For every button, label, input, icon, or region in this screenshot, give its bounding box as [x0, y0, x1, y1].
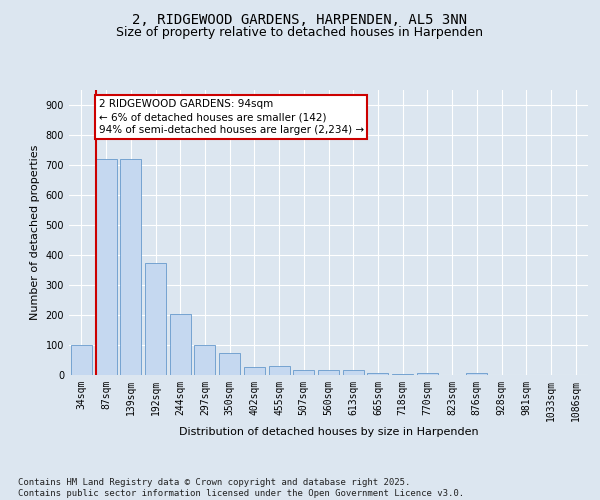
Bar — [194, 345, 215, 375]
Bar — [219, 354, 240, 375]
Bar — [318, 370, 339, 375]
Bar — [71, 345, 92, 375]
Text: Size of property relative to detached houses in Harpenden: Size of property relative to detached ho… — [116, 26, 484, 39]
Text: 2, RIDGEWOOD GARDENS, HARPENDEN, AL5 3NN: 2, RIDGEWOOD GARDENS, HARPENDEN, AL5 3NN — [133, 12, 467, 26]
Bar — [293, 370, 314, 375]
Bar — [392, 374, 413, 375]
Y-axis label: Number of detached properties: Number of detached properties — [30, 145, 40, 320]
Bar — [466, 372, 487, 375]
Bar — [417, 372, 438, 375]
Bar — [170, 314, 191, 375]
Bar — [145, 262, 166, 375]
Bar — [367, 372, 388, 375]
Bar — [343, 370, 364, 375]
Bar — [120, 159, 141, 375]
Text: Contains HM Land Registry data © Crown copyright and database right 2025.
Contai: Contains HM Land Registry data © Crown c… — [18, 478, 464, 498]
X-axis label: Distribution of detached houses by size in Harpenden: Distribution of detached houses by size … — [179, 426, 478, 436]
Bar — [269, 366, 290, 375]
Bar — [95, 159, 116, 375]
Text: 2 RIDGEWOOD GARDENS: 94sqm
← 6% of detached houses are smaller (142)
94% of semi: 2 RIDGEWOOD GARDENS: 94sqm ← 6% of detac… — [98, 99, 364, 136]
Bar — [244, 366, 265, 375]
